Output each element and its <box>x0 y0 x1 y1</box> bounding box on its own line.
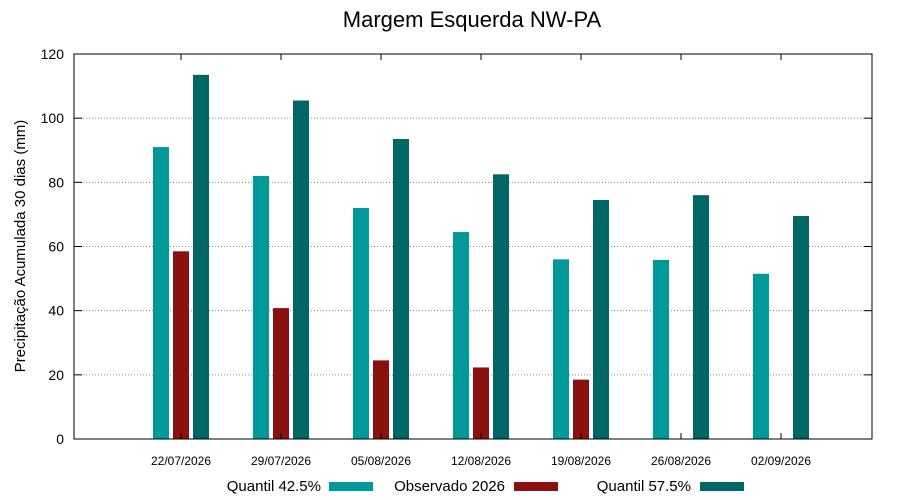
legend-swatch <box>700 482 744 491</box>
legend-label: Quantil 57.5% <box>597 478 691 495</box>
bar <box>173 251 189 439</box>
x-tick-label: 19/08/2026 <box>551 454 611 468</box>
x-tick-label: 12/08/2026 <box>451 454 511 468</box>
legend-label: Quantil 42.5% <box>227 478 321 495</box>
legend-swatch <box>514 482 558 491</box>
x-tick-label: 22/07/2026 <box>151 454 211 468</box>
plot-frame <box>73 53 873 440</box>
x-tick-label: 29/07/2026 <box>251 454 311 468</box>
bar <box>693 195 709 439</box>
bar <box>153 147 169 439</box>
y-axis-label: Precipitação Acumulada 30 dias (mm) <box>12 120 29 373</box>
y-tick-label: 80 <box>48 174 64 190</box>
x-tick-label: 26/08/2026 <box>651 454 711 468</box>
y-tick-label: 60 <box>48 239 64 255</box>
y-tick-label: 100 <box>41 110 65 126</box>
bars <box>153 74 809 440</box>
y-axis-ticks: 0 20 40 60 80 100 120 <box>41 46 872 447</box>
bar <box>793 216 809 439</box>
bar <box>193 74 209 440</box>
y-tick-label: 40 <box>48 303 64 319</box>
x-tick-label: 05/08/2026 <box>351 454 411 468</box>
bar <box>573 379 589 439</box>
bar <box>253 175 269 439</box>
y-tick-label: 20 <box>48 367 64 383</box>
bar <box>373 360 389 439</box>
bar <box>393 139 409 440</box>
bar <box>293 100 309 439</box>
y-tick-label: 120 <box>41 46 65 62</box>
chart-title: Margem Esquerda NW-PA <box>343 7 602 32</box>
bar <box>593 199 609 439</box>
bar <box>353 208 369 439</box>
x-axis-ticks: 22/07/2026 29/07/2026 05/08/2026 12/08/2026… <box>151 54 811 468</box>
bar <box>553 259 569 439</box>
bar <box>473 367 489 439</box>
legend: Quantil 42.5% Observado 2026 Quantil 57.5% <box>227 478 744 495</box>
bar <box>273 308 289 439</box>
legend-label: Observado 2026 <box>394 478 505 495</box>
bar <box>653 259 669 439</box>
bar <box>753 273 769 439</box>
bar <box>453 232 469 439</box>
bar <box>493 174 509 439</box>
x-tick-label: 02/09/2026 <box>751 454 811 468</box>
y-tick-label: 0 <box>56 431 64 447</box>
legend-swatch <box>329 482 373 491</box>
